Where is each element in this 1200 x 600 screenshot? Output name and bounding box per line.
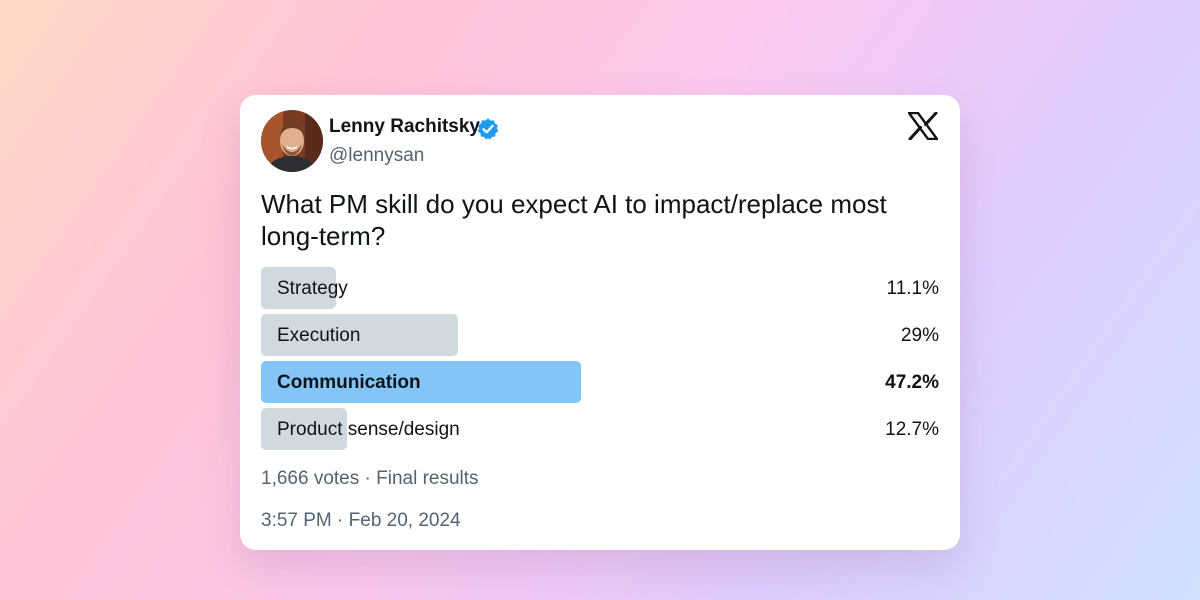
author-handle[interactable]: @lennysan	[329, 145, 425, 166]
poll-bar	[261, 408, 348, 450]
poll-option[interactable]: Execution 29%	[261, 314, 939, 356]
poll-option[interactable]: Product sense/design 12.7%	[261, 408, 939, 450]
tweet-card: Lenny Rachitsky @lennysan What PM skill …	[240, 95, 960, 550]
avatar-image	[261, 110, 323, 172]
poll-option-label: Product sense/design	[277, 419, 460, 440]
poll-bar	[261, 267, 337, 309]
poll-option-label: Communication	[277, 372, 421, 393]
tweet-text: What PM skill do you expect AI to impact…	[261, 189, 887, 251]
x-logo-icon[interactable]	[908, 112, 938, 140]
poll-option-label: Execution	[277, 325, 361, 346]
poll-bar	[261, 314, 458, 356]
poll-option-percent: 47.2%	[885, 372, 939, 393]
poll-option-percent: 29%	[900, 325, 939, 346]
avatar[interactable]	[261, 110, 323, 172]
poll-bar	[261, 361, 582, 403]
author-name[interactable]: Lenny Rachitsky	[329, 116, 480, 137]
tweet-timestamp[interactable]: 3:57 PM · Feb 20, 2024	[261, 510, 461, 531]
verified-badge-icon	[477, 118, 499, 140]
poll-option[interactable]: Communication 47.2%	[261, 361, 939, 403]
poll-summary: 1,666 votes · Final results	[261, 468, 479, 489]
poll-option-percent: 11.1%	[886, 278, 939, 299]
poll-option-percent: 12.7%	[885, 419, 939, 440]
poll-option-label: Strategy	[277, 278, 348, 299]
poll-option[interactable]: Strategy 11.1%	[261, 267, 939, 309]
